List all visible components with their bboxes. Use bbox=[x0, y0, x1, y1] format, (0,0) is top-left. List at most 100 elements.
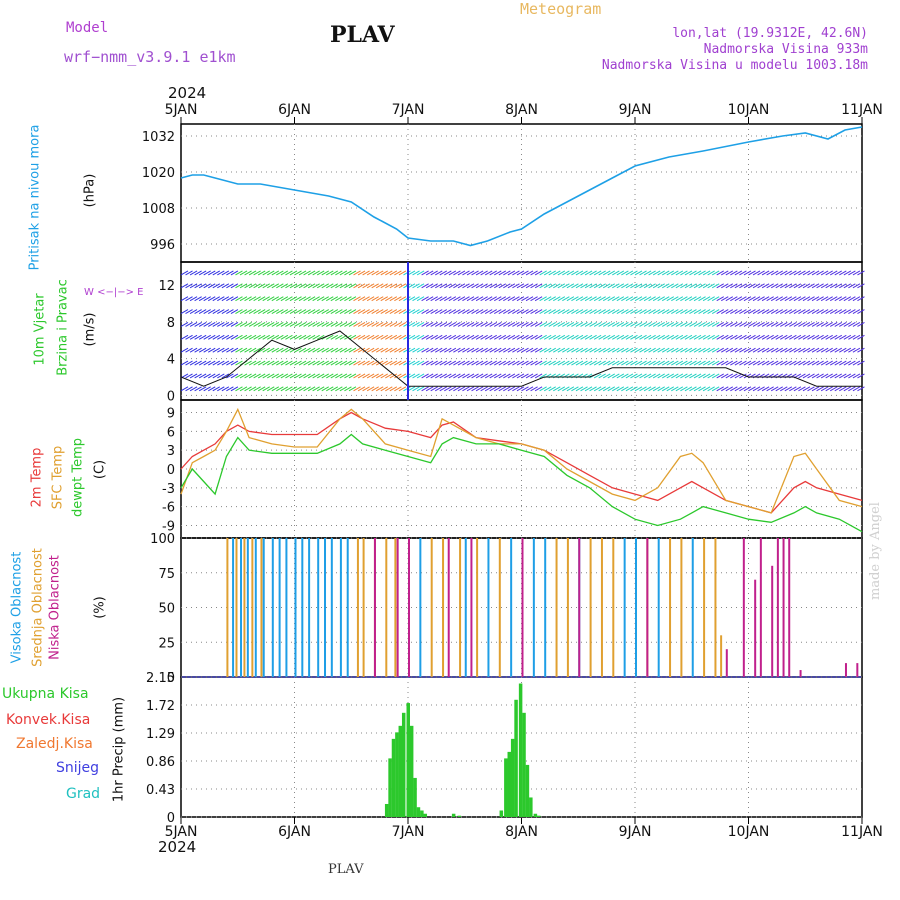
wind-barb bbox=[648, 321, 656, 327]
wind-barb bbox=[516, 373, 525, 379]
wind-barb bbox=[816, 321, 824, 327]
wind-barb bbox=[693, 334, 702, 340]
wind-barb bbox=[244, 270, 252, 276]
wind-barb bbox=[503, 334, 511, 340]
wind-barb bbox=[543, 360, 552, 366]
wind-barb bbox=[843, 309, 852, 314]
x-tick-bottom: 9JAN bbox=[619, 824, 652, 840]
wind-barb bbox=[621, 347, 629, 353]
wind-barb bbox=[693, 347, 702, 353]
wind-barb bbox=[430, 296, 438, 302]
wind-barb bbox=[829, 347, 838, 353]
cloud-bar bbox=[385, 538, 388, 677]
wind-barb bbox=[761, 309, 770, 314]
wind-barb bbox=[353, 360, 361, 366]
cloud-bar bbox=[856, 663, 859, 677]
wind-barb bbox=[798, 334, 806, 340]
wind-barb bbox=[648, 347, 656, 353]
cloud-bar bbox=[262, 538, 265, 677]
wind-barb bbox=[439, 334, 448, 340]
wind-barb bbox=[839, 321, 847, 327]
wind-barb bbox=[285, 347, 293, 353]
wind-barb bbox=[344, 347, 352, 353]
wind-barb bbox=[412, 270, 420, 276]
wind-barb bbox=[807, 309, 815, 314]
wind-barb bbox=[707, 321, 715, 327]
wind-barb bbox=[353, 296, 361, 302]
wind-barb bbox=[716, 283, 724, 289]
wind-barb bbox=[666, 347, 675, 353]
wind-barb bbox=[276, 386, 284, 392]
wind-barb bbox=[244, 386, 252, 392]
wind-barb bbox=[643, 334, 652, 340]
wind-barb bbox=[525, 296, 534, 302]
wind-barb bbox=[557, 309, 566, 314]
wind-barb bbox=[571, 334, 579, 340]
wind-barb bbox=[530, 309, 538, 314]
wind-barb bbox=[289, 296, 298, 302]
wind-barb bbox=[394, 334, 402, 340]
wind-barb bbox=[761, 296, 770, 302]
wind-barb bbox=[480, 309, 488, 314]
wind-barb bbox=[666, 283, 675, 289]
wind-barb bbox=[566, 334, 575, 340]
wind-barb bbox=[448, 373, 457, 379]
wind-barb bbox=[525, 360, 534, 366]
wind-barb bbox=[711, 283, 720, 289]
wind-barb bbox=[689, 360, 697, 366]
wind-barb bbox=[593, 360, 602, 366]
wind-barb bbox=[580, 386, 588, 392]
wind-barb bbox=[344, 309, 352, 314]
wind-barb bbox=[512, 386, 520, 392]
wind-barb bbox=[353, 309, 361, 314]
wind-barb bbox=[811, 296, 820, 302]
wind-barb bbox=[612, 309, 620, 314]
wind-barb bbox=[634, 386, 643, 392]
wind-barb bbox=[494, 309, 502, 314]
wind-barb bbox=[321, 283, 329, 289]
wind-barb bbox=[793, 309, 802, 314]
wind-barb bbox=[484, 347, 493, 353]
wind-barb bbox=[421, 270, 429, 276]
wind-barb bbox=[462, 309, 470, 314]
wind-barb bbox=[253, 283, 261, 289]
wind-barb bbox=[425, 347, 434, 353]
wind-barb bbox=[584, 321, 593, 327]
wind-barb bbox=[689, 334, 697, 340]
wind-barb bbox=[312, 283, 320, 289]
wind-barb bbox=[825, 386, 833, 392]
precip-bar bbox=[522, 712, 526, 817]
wind-barb bbox=[621, 334, 629, 340]
wind-barb bbox=[398, 283, 407, 289]
wind-barb bbox=[421, 373, 429, 379]
wind-barb bbox=[353, 283, 361, 289]
wind-barb bbox=[584, 334, 593, 340]
wind-barb bbox=[562, 270, 570, 276]
wind-barb bbox=[543, 321, 552, 327]
wind-barb bbox=[498, 283, 507, 289]
wind-barb bbox=[298, 360, 307, 366]
wind-barb bbox=[820, 321, 829, 327]
wind-barb bbox=[848, 270, 856, 276]
wind-barb bbox=[244, 334, 252, 340]
wind-barb bbox=[621, 283, 629, 289]
wind-barb bbox=[780, 334, 788, 340]
year-bottom: 2024 bbox=[158, 838, 197, 856]
wind-barb bbox=[471, 334, 479, 340]
wind-barb bbox=[198, 321, 207, 327]
wind-barb bbox=[711, 270, 720, 276]
wind-barb bbox=[675, 373, 684, 379]
wind-barb bbox=[462, 347, 470, 353]
wind-barb bbox=[671, 283, 679, 289]
wind-barb bbox=[639, 283, 647, 289]
wind-barb bbox=[235, 347, 243, 353]
wind-barb bbox=[271, 360, 280, 366]
precip-frz-label: Zaledj.Kisa bbox=[16, 736, 93, 752]
wind-barb bbox=[348, 309, 357, 314]
wind-barb bbox=[843, 347, 852, 353]
wind-barb bbox=[770, 321, 779, 327]
wind-barb bbox=[816, 347, 824, 353]
wind-barb bbox=[439, 296, 448, 302]
wind-barb bbox=[221, 373, 230, 379]
wind-barb bbox=[425, 296, 434, 302]
